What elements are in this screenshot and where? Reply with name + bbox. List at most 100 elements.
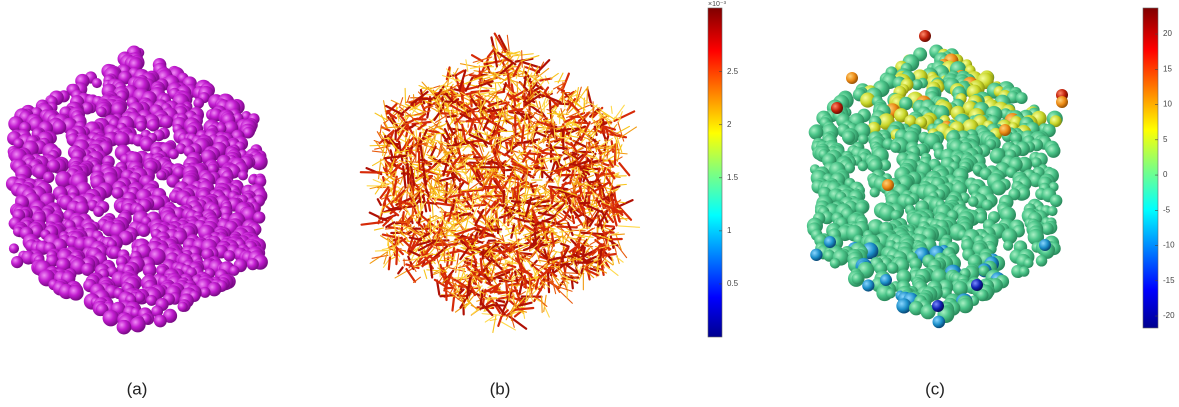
force-chain (498, 312, 503, 326)
particle (130, 317, 146, 333)
force-chain (617, 153, 627, 154)
force-chain (496, 242, 513, 243)
force-chain (527, 64, 531, 76)
particle (9, 243, 19, 253)
force-chain (587, 175, 593, 178)
force-chain (362, 222, 383, 225)
force-chain (375, 250, 390, 251)
force-chain (386, 160, 387, 172)
tick-label: 2 (727, 120, 732, 129)
force-chain (542, 296, 543, 313)
particle (96, 107, 106, 117)
force-chain (602, 165, 603, 171)
tick-label: 20 (1163, 29, 1172, 38)
particle (138, 224, 151, 237)
particle (958, 298, 974, 314)
force-chain (424, 270, 427, 279)
force-chain (508, 75, 509, 86)
tick-label: 10 (1163, 100, 1172, 109)
force-chain (528, 153, 541, 154)
force-chain (563, 183, 570, 185)
force-chain (508, 265, 515, 267)
particle (1047, 206, 1057, 216)
particle (846, 72, 858, 84)
force-chain (555, 147, 566, 148)
force-chain (383, 142, 385, 156)
force-chain (380, 125, 381, 134)
force-chain (597, 263, 598, 270)
tick-label: 0 (1163, 170, 1168, 179)
force-chain (619, 163, 629, 175)
force-chain (436, 244, 456, 245)
tick-label: 0.5 (727, 279, 739, 288)
force-chain (511, 224, 514, 237)
force-chain (389, 258, 390, 270)
force-chain (451, 248, 454, 264)
force-chain (375, 113, 387, 120)
force-chain (605, 254, 616, 255)
force-chain (548, 272, 549, 292)
particle (890, 142, 901, 153)
force-chain (502, 120, 505, 128)
force-chain (439, 107, 440, 129)
particle (932, 300, 944, 312)
force-chain (379, 218, 385, 219)
particle (103, 310, 120, 327)
force-chain (497, 92, 504, 93)
tick-label: 15 (1163, 64, 1172, 73)
particle (193, 98, 204, 109)
force-chain (439, 123, 447, 128)
force-chain (537, 132, 546, 136)
particle (92, 78, 102, 88)
force-chain (611, 106, 612, 113)
tick-label: -10 (1163, 241, 1175, 250)
force-chain (512, 201, 521, 202)
particle (1046, 144, 1060, 158)
force-chain (438, 174, 439, 191)
force-chain (540, 79, 551, 81)
force-chain (460, 64, 477, 67)
force-chain (550, 101, 552, 119)
particle (117, 320, 132, 335)
particle-renders (6, 30, 1068, 334)
colorbar-multiplier: ×10⁻³ (708, 1, 727, 8)
force-chain (471, 95, 472, 107)
force-chain (470, 75, 481, 77)
panel-label: (a) (127, 379, 148, 398)
particle (93, 206, 104, 217)
colorbar (1143, 8, 1158, 328)
force-chain (445, 288, 454, 289)
tick-label: -20 (1163, 311, 1175, 320)
panel-label: (c) (925, 379, 945, 398)
force-chain (561, 129, 579, 130)
force-chain (618, 202, 625, 203)
force-chain (584, 100, 602, 110)
force-chain (542, 153, 561, 156)
particle (146, 295, 157, 306)
particle (810, 249, 822, 261)
particle (112, 187, 124, 199)
force-chain (493, 315, 496, 332)
particle (147, 119, 160, 132)
particle (1050, 195, 1063, 208)
particle (1003, 241, 1013, 251)
particle (880, 274, 892, 286)
force-chain (617, 184, 627, 185)
tick-label: 1 (727, 226, 732, 235)
panel-label: (b) (490, 379, 511, 398)
force-chain (522, 51, 523, 68)
force-chain (560, 196, 571, 197)
particle (919, 30, 931, 42)
force-chain (428, 199, 430, 211)
force-chain (587, 113, 595, 114)
particle (135, 292, 146, 303)
tick-label: -15 (1163, 276, 1175, 285)
particle (224, 250, 236, 262)
force-chain (374, 228, 383, 230)
particle (809, 125, 824, 140)
force-chain (520, 56, 539, 62)
particle (68, 285, 84, 301)
force-chain (429, 131, 438, 133)
force-chain (448, 116, 456, 117)
